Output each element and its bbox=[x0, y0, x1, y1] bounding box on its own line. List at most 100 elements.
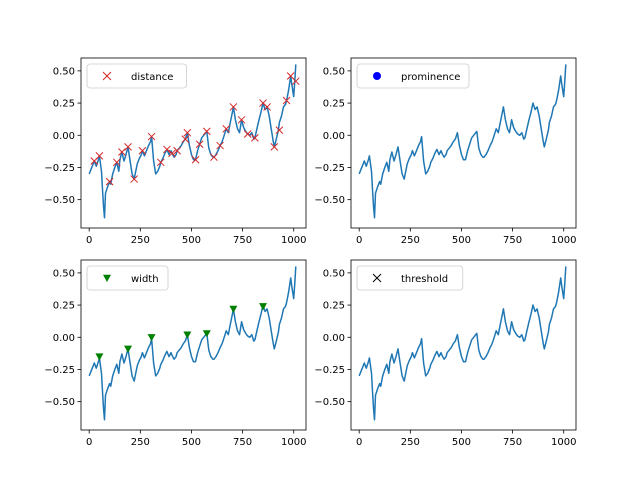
subplot-top-left-marker-4-stroke-b bbox=[118, 148, 126, 156]
subplot-top-left-marker-12 bbox=[173, 146, 181, 155]
subplot-top-left-legend: distance bbox=[86, 63, 187, 89]
subplot-top-left-xtick-label-2: 500 bbox=[182, 235, 201, 246]
subplot-top-left-marker-30-stroke-b bbox=[286, 72, 295, 80]
subplot-bottom-left-marker-6 bbox=[259, 303, 268, 311]
subplot-bottom-left-legend-frame bbox=[86, 265, 169, 291]
subplot-top-right-xtick-label-3: 750 bbox=[503, 235, 522, 246]
subplot-top-left-marker-11 bbox=[168, 149, 176, 158]
subplot-top-left-xtick-label-3: 750 bbox=[233, 235, 252, 246]
subplot-bottom-left-marker-3 bbox=[183, 331, 192, 339]
subplot-bottom-left-ytick-label-3: 0.25 bbox=[53, 301, 75, 312]
subplot-top-left-marker-14-stroke-b bbox=[183, 128, 192, 137]
subplot-top-left-marker-3-stroke-b bbox=[112, 158, 121, 167]
subplot-top-left-marker-6 bbox=[130, 175, 139, 183]
subplot-bottom-right-xtick-label-4: 1000 bbox=[551, 437, 576, 448]
subplot-bottom-left-xtick-label-4: 1000 bbox=[281, 437, 306, 448]
subplot-top-right-ytick-label-2: 0.00 bbox=[323, 131, 345, 142]
subplot-top-left-marker-25-stroke-b bbox=[259, 99, 267, 107]
subplot-bottom-right-xtick-label-0: 0 bbox=[356, 437, 362, 448]
subplot-bottom-left-marker-5 bbox=[229, 305, 238, 313]
subplot-top-left-marker-26 bbox=[263, 103, 271, 111]
subplot-bottom-left-marker-1 bbox=[124, 345, 133, 353]
subplot-top-left-marker-24 bbox=[251, 133, 259, 142]
subplot-top-left-marker-31 bbox=[291, 77, 300, 86]
subplot-top-right-legend-label: prominence bbox=[401, 72, 460, 83]
subplot-top-right-axes-frame bbox=[350, 57, 577, 229]
subplot-top-left-marker-22 bbox=[237, 115, 246, 124]
subplot-top-right-ytick-label-0: −0.50 bbox=[314, 195, 345, 206]
subplot-top-left-xtick-label-1: 250 bbox=[131, 235, 150, 246]
subplot-top-left-marker-21-stroke-b bbox=[229, 103, 238, 111]
subplot-top-left-marker-28 bbox=[275, 126, 284, 134]
subplot-top-left-marker-29 bbox=[282, 96, 291, 105]
subplot-bottom-left-legend-label: width bbox=[131, 274, 159, 285]
subplot-top-left-marker-26-stroke-b bbox=[263, 103, 271, 111]
subplot-grid: 0 250 500 750 1000 −0.50 −0.25 0.00 0.25 0.50 dist… bbox=[44, 57, 577, 448]
subplot-top-left-xtick-label-0: 0 bbox=[86, 235, 92, 246]
subplot-top-left-ytick-label-4: 0.50 bbox=[53, 66, 75, 77]
subplot-top-left-marker-31-stroke-b bbox=[291, 77, 300, 86]
subplot-top-left-ytick-label-2: 0.00 bbox=[53, 131, 75, 142]
subplot-top-left-marker-23 bbox=[243, 130, 252, 138]
subplot-top-left-marker-17 bbox=[202, 127, 211, 136]
subplot-bottom-right-ytick-label-3: 0.25 bbox=[323, 301, 345, 312]
subplot-top-left-marker-23-stroke-b bbox=[243, 130, 252, 138]
subplot-top-left-marker-12-stroke-b bbox=[173, 146, 181, 155]
subplot-bottom-right-legend: threshold bbox=[356, 265, 464, 291]
subplot-bottom-left-legend: width bbox=[86, 265, 169, 291]
subplot-top-left-marker-8 bbox=[147, 132, 156, 141]
subplot-bottom-left-ytick-label-2: 0.00 bbox=[53, 333, 75, 344]
subplot-bottom-left-legend-marker bbox=[103, 274, 111, 282]
subplot-top-left-marker-13 bbox=[181, 135, 190, 143]
subplot-bottom-left-marker-4 bbox=[202, 330, 211, 338]
subplot-top-left-marker-14 bbox=[183, 128, 192, 137]
subplot-top-left-marker-28-stroke-b bbox=[275, 126, 284, 134]
subplot-top-left-marker-10 bbox=[163, 145, 171, 154]
subplot-top-left-marker-20-stroke-b bbox=[222, 124, 231, 133]
subplot-top-left-marker-7-stroke-b bbox=[138, 146, 147, 155]
subplot-top-left-marker-2-stroke-b bbox=[105, 177, 114, 186]
subplot-top-left-marker-4 bbox=[118, 148, 126, 156]
subplot-top-left-marker-27 bbox=[270, 143, 279, 151]
subplot-top-left-marker-8-stroke-b bbox=[147, 132, 156, 141]
subplot-top-left-marker-3 bbox=[112, 158, 121, 167]
subplot-top-right-legend-frame bbox=[356, 63, 470, 89]
subplot-bottom-left-xtick-label-2: 500 bbox=[182, 437, 201, 448]
subplot-top-left-marker-29-stroke-b bbox=[282, 96, 291, 105]
subplot-top-left-marker-16 bbox=[195, 140, 204, 149]
subplot-top-left-marker-18 bbox=[210, 153, 218, 162]
subplot-bottom-left-marker-2 bbox=[147, 334, 156, 342]
subplot-top-left-axes-frame bbox=[80, 57, 307, 229]
subplot-top-left-marker-6-stroke-b bbox=[130, 175, 139, 183]
subplot-top-left-marker-1-stroke-b bbox=[95, 152, 104, 160]
subplot-top-left-legend-label: distance bbox=[131, 72, 173, 83]
subplot-bottom-right-series-line bbox=[358, 266, 567, 421]
subplot-bottom-left-ytick-label-1: −0.25 bbox=[44, 365, 75, 376]
subplot-top-left-marker-9-stroke-b bbox=[156, 158, 165, 167]
subplot-top-left-marker-22-stroke-b bbox=[237, 115, 246, 124]
subplot-top-left-marker-5-stroke-b bbox=[124, 143, 132, 151]
subplot-top-left-ytick-label-1: −0.25 bbox=[44, 163, 75, 174]
subplot-top-left-marker-1 bbox=[95, 152, 104, 160]
subplot-top-right-xtick-label-1: 250 bbox=[401, 235, 420, 246]
subplot-top-right-ytick-label-1: −0.25 bbox=[314, 163, 345, 174]
subplot-top-left-marker-19 bbox=[216, 141, 224, 150]
subplot-bottom-right-legend-frame bbox=[356, 265, 464, 291]
subplot-top-left-marker-17-stroke-b bbox=[202, 127, 211, 136]
subplot-top-left-marker-15-stroke-b bbox=[191, 155, 200, 164]
subplot-top-right-xtick-label-4: 1000 bbox=[551, 235, 576, 246]
subplot-top-left-marker-11-stroke-b bbox=[168, 149, 176, 158]
subplot-bottom-right-legend-marker bbox=[372, 273, 382, 283]
subplot-top-left-xtick-label-4: 1000 bbox=[281, 235, 306, 246]
subplot-top-right-xtick-label-0: 0 bbox=[356, 235, 362, 246]
subplot-top-left-marker-20 bbox=[222, 124, 231, 133]
subplot-top-left-ytick-label-0: −0.50 bbox=[44, 195, 75, 206]
subplot-top-left-marker-2 bbox=[105, 177, 114, 186]
subplot-bottom-left-ytick-label-4: 0.50 bbox=[53, 268, 75, 279]
subplot-top-right-legend: prominence bbox=[356, 63, 470, 89]
subplot-top-left-series-line bbox=[88, 64, 297, 219]
subplot-bottom-left: 0 250 500 750 1000 −0.50 −0.25 0.00 0.25 0.50 widt… bbox=[44, 259, 306, 448]
subplot-bottom-right-axes-frame bbox=[350, 259, 577, 431]
subplot-top-left-marker-10-stroke-b bbox=[163, 145, 171, 154]
